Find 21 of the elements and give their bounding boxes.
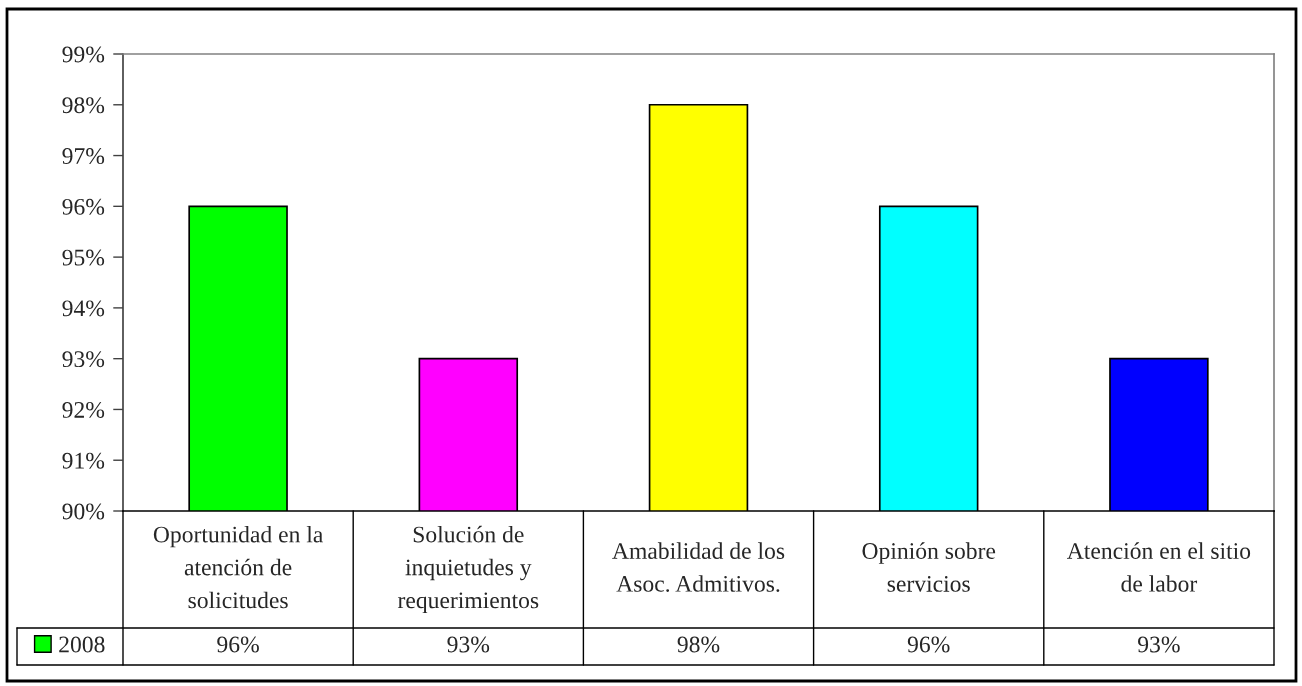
- y-tick-label: 96%: [62, 198, 105, 215]
- x-tick-label: Solución de inquietudes y requerimientos: [397, 525, 539, 614]
- y-tick-label: 94%: [62, 300, 105, 317]
- legend-label: 2008: [59, 636, 105, 653]
- y-tick-label: 93%: [62, 351, 105, 368]
- x-tick-label: Atención en el sitio de labor: [1067, 542, 1251, 592]
- y-tick-label: 95%: [62, 249, 105, 266]
- y-tick-label: 97%: [62, 148, 105, 165]
- data-label: 93%: [1138, 636, 1180, 653]
- x-tick-label: Opinión sobre servicios: [862, 542, 996, 592]
- data-label: 96%: [217, 636, 259, 653]
- y-tick-label: 91%: [62, 452, 105, 469]
- y-tick-label: 90%: [62, 503, 105, 520]
- y-tick-label: 98%: [62, 97, 105, 114]
- x-tick-label: Amabilidad de los Asoc. Admitivos.: [612, 542, 785, 592]
- x-tick-label: Oportunidad en la atención de solicitudes: [153, 525, 324, 609]
- data-label: 93%: [447, 636, 490, 653]
- y-tick-label: 99%: [62, 46, 105, 63]
- data-label: 96%: [907, 636, 950, 653]
- data-label: 98%: [677, 636, 720, 653]
- y-tick-label: 92%: [62, 401, 105, 418]
